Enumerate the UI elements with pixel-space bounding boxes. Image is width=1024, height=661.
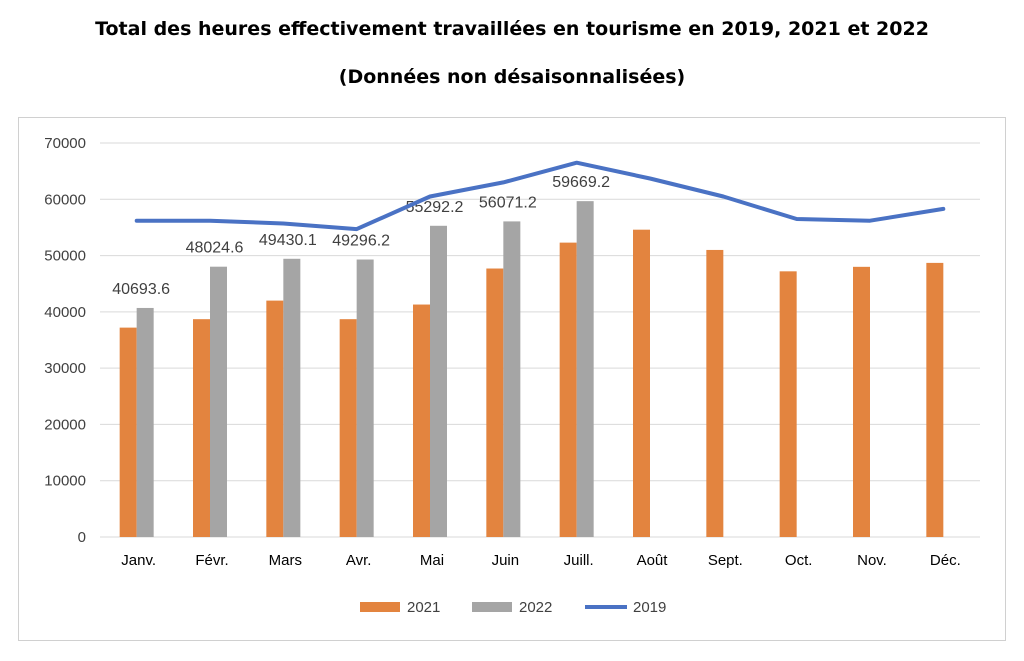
bar-2022 xyxy=(576,201,594,537)
data-label-2022: 59669.2 xyxy=(552,174,610,191)
x-tick-label: Mai xyxy=(420,552,444,569)
bar-2022 xyxy=(503,221,521,538)
legend-label-2021: 2021 xyxy=(407,599,440,616)
y-tick-label: 0 xyxy=(78,529,86,546)
x-tick-label: Août xyxy=(637,552,669,569)
legend-swatch-2022 xyxy=(472,602,512,612)
y-tick-label: 10000 xyxy=(44,473,86,490)
legend-label-2019: 2019 xyxy=(633,599,666,616)
x-tick-label: Janv. xyxy=(121,552,156,569)
bar-2021 xyxy=(266,300,284,537)
y-tick-label: 70000 xyxy=(44,135,86,152)
y-tick-label: 20000 xyxy=(44,416,86,433)
bar-2021 xyxy=(486,268,504,537)
bar-2022 xyxy=(210,266,227,537)
data-label-2022: 49296.2 xyxy=(332,233,390,250)
x-tick-label: Juin xyxy=(492,552,520,569)
bar-2021 xyxy=(926,262,944,537)
x-tick-label: Juill. xyxy=(564,552,594,569)
bar-2022 xyxy=(136,307,154,537)
x-tick-label: Oct. xyxy=(785,552,813,569)
y-tick-label: 50000 xyxy=(44,248,86,265)
y-tick-label: 40000 xyxy=(44,304,86,321)
chart-title: Total des heures effectivement travaillé… xyxy=(95,18,929,40)
x-tick-label: Nov. xyxy=(857,552,887,569)
bar-2022 xyxy=(356,259,374,537)
bar-2021 xyxy=(339,319,357,537)
y-tick-label: 60000 xyxy=(44,191,86,208)
bar-2021 xyxy=(559,242,577,537)
x-tick-label: Déc. xyxy=(930,552,961,569)
data-label-2022: 56071.2 xyxy=(479,194,537,211)
legend-swatch-2021 xyxy=(360,602,400,612)
x-tick-label: Avr. xyxy=(346,552,372,569)
bar-2021 xyxy=(413,304,430,537)
bar-2022 xyxy=(283,258,301,537)
bar-2021 xyxy=(853,266,870,537)
line-2019 xyxy=(134,160,946,232)
chart-subtitle: (Données non désaisonnalisées) xyxy=(338,66,686,88)
data-label-2022: 40693.6 xyxy=(112,281,170,298)
bar-2021 xyxy=(119,327,137,537)
x-tick-label: Sept. xyxy=(708,552,743,569)
chart-frame xyxy=(18,117,1006,641)
y-tick-label: 30000 xyxy=(44,360,86,377)
x-tick-label: Mars xyxy=(269,552,302,569)
data-label-2022: 48024.6 xyxy=(186,240,244,257)
data-label-2022: 49430.1 xyxy=(259,232,317,249)
bar-2021 xyxy=(706,249,724,537)
bar-2021 xyxy=(779,271,797,537)
legend-label-2022: 2022 xyxy=(519,599,552,616)
x-tick-label: Févr. xyxy=(195,552,228,569)
bar-2021 xyxy=(633,229,650,537)
bar-2021 xyxy=(193,319,210,537)
bar-2022 xyxy=(430,225,447,537)
